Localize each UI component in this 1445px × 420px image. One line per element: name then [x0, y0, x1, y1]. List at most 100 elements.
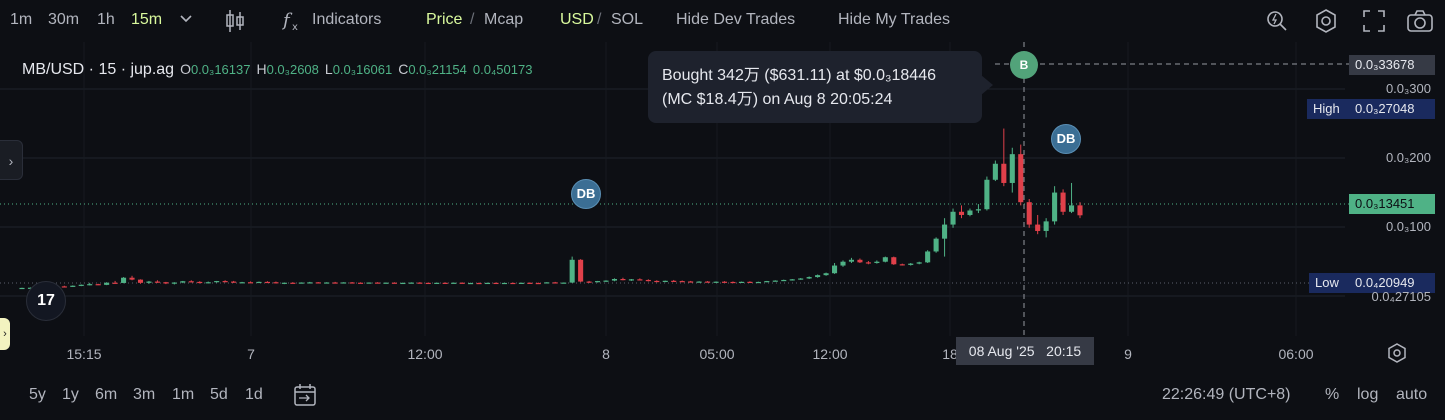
candle-body	[358, 282, 364, 284]
candle-body	[493, 282, 499, 285]
crosshair-time-label: 08 Aug '25 20:15	[956, 337, 1094, 365]
low-value-label: 0.0₄20949	[1349, 273, 1435, 293]
range-1m[interactable]: 1m	[172, 386, 195, 403]
candle-body	[324, 282, 330, 284]
indicators-fx-icon[interactable]: f x	[282, 9, 304, 33]
candle-body	[484, 282, 491, 285]
legend-high: 0.0₃2608	[266, 62, 319, 77]
candle-body	[417, 282, 423, 284]
price-label: 0.0₃200	[1385, 150, 1431, 165]
candle-body	[772, 280, 778, 282]
camera-screenshot-icon[interactable]	[1406, 9, 1434, 33]
candle-body	[535, 282, 541, 285]
price-chart[interactable]	[0, 42, 1445, 338]
candle-body	[1068, 205, 1075, 212]
symbol-title[interactable]: MB/USD · 15 · jup.ag	[22, 61, 175, 78]
trade-marker-b[interactable]: B	[1010, 51, 1038, 79]
crosshair-price-label: 0.0₃33678	[1349, 55, 1435, 75]
candle-body	[61, 286, 67, 288]
candle-body	[87, 284, 93, 286]
candle-body	[958, 211, 965, 215]
range-6m[interactable]: 6m	[95, 386, 118, 403]
candle-body	[349, 282, 355, 284]
candle-body	[425, 282, 431, 285]
price-label: 0.0₃100	[1385, 219, 1431, 234]
percent-scale-toggle[interactable]: %	[1325, 386, 1340, 403]
axis-settings-icon[interactable]	[1386, 342, 1408, 364]
candle-body	[561, 282, 567, 284]
time-tick: 12:00	[812, 346, 848, 362]
candle-body	[730, 281, 736, 284]
date-range-calendar-icon[interactable]	[292, 382, 318, 408]
candle-body	[434, 282, 440, 284]
candle-body	[967, 210, 973, 215]
candle-body	[137, 279, 144, 283]
trade-marker-db[interactable]: DB	[1051, 124, 1081, 154]
hide-dev-trades-button[interactable]: Hide Dev Trades	[676, 11, 796, 28]
time-tick: 15:15	[66, 346, 102, 362]
timeframe-1m[interactable]: 1m	[10, 11, 33, 28]
range-5d[interactable]: 5d	[210, 386, 228, 403]
candle-body	[1035, 224, 1041, 231]
candle-body	[273, 282, 279, 284]
candle-body	[341, 282, 347, 284]
usd-toggle[interactable]: USD	[560, 11, 594, 28]
candle-body	[70, 285, 76, 287]
candlestick-plot[interactable]	[0, 42, 1445, 338]
quick-search-icon[interactable]	[1265, 9, 1289, 33]
candle-body	[1009, 154, 1015, 183]
range-5y[interactable]: 5y	[29, 386, 46, 403]
legend-high-key: H	[256, 61, 267, 77]
candle-body	[256, 281, 262, 284]
sol-toggle[interactable]: SOL	[611, 11, 644, 28]
legend-low-key: L	[324, 61, 333, 77]
log-scale-toggle[interactable]: log	[1357, 386, 1379, 403]
auto-scale-toggle[interactable]: auto	[1396, 386, 1428, 403]
price-mcap-separator: /	[470, 11, 475, 28]
candle-body	[848, 259, 855, 262]
timeframe-1h[interactable]: 1h	[97, 11, 115, 28]
hide-my-trades-button[interactable]: Hide My Trades	[838, 11, 951, 28]
candle-body	[374, 282, 381, 284]
candle-body	[798, 278, 804, 280]
range-1d[interactable]: 1d	[245, 386, 263, 403]
candle-body	[857, 259, 863, 263]
timeframe-15m[interactable]: 15m	[131, 11, 163, 28]
candle-body	[315, 282, 321, 284]
range-1y[interactable]: 1y	[62, 386, 79, 403]
candle-body	[882, 257, 888, 262]
candle-body	[764, 281, 770, 283]
candle-body	[400, 282, 406, 285]
chevron-down-icon[interactable]	[178, 10, 194, 26]
candle-body	[163, 282, 169, 284]
trade-marker-db[interactable]: DB	[571, 179, 601, 209]
legend-close: 0.0₃21154	[408, 62, 467, 77]
candlestick-chart-icon[interactable]	[224, 8, 246, 34]
price-toggle[interactable]: Price	[426, 11, 463, 28]
candle-body	[391, 282, 397, 284]
candle-body	[933, 238, 939, 252]
collapse-panel-button[interactable]: ›	[0, 318, 10, 350]
candle-body	[171, 282, 177, 284]
candle-body	[518, 282, 524, 284]
timeframe-30m[interactable]: 30m	[48, 11, 80, 28]
candle-body	[705, 281, 711, 283]
tradingview-logo[interactable]: 17	[26, 281, 66, 321]
candle-body	[383, 282, 389, 284]
candle-body	[696, 281, 702, 283]
candle-body	[755, 281, 761, 284]
fullscreen-icon[interactable]	[1362, 9, 1386, 33]
candle-body	[603, 280, 609, 282]
settings-gear-icon[interactable]	[1313, 8, 1339, 34]
clock-timezone[interactable]: 22:26:49 (UTC+8)	[1162, 386, 1291, 403]
bottom-toolbar: 5y 1y 6m 3m 1m 5d 1d 22:26:49 (UTC+8) % …	[0, 378, 1445, 412]
range-3m[interactable]: 3m	[133, 386, 156, 403]
candle-body	[688, 281, 694, 283]
candle-body	[815, 275, 821, 278]
indicators-button[interactable]: Indicators	[312, 11, 382, 28]
candle-body	[595, 281, 601, 283]
candle-body	[781, 279, 787, 282]
expand-toolbar-button[interactable]: ›	[0, 140, 23, 180]
mcap-toggle[interactable]: Mcap	[484, 11, 524, 28]
candle-body	[874, 261, 880, 263]
